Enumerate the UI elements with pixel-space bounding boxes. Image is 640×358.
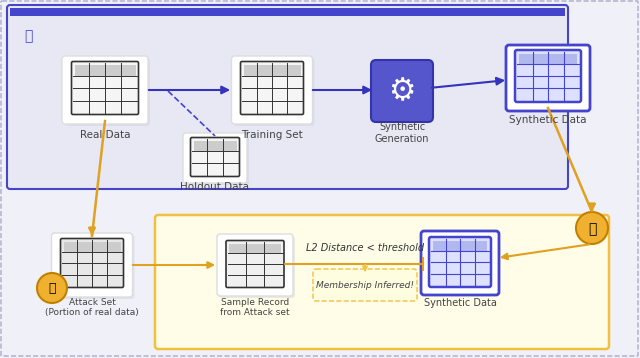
FancyBboxPatch shape bbox=[61, 238, 124, 287]
Text: Synthetic
Generation: Synthetic Generation bbox=[375, 122, 429, 144]
FancyBboxPatch shape bbox=[217, 234, 293, 296]
Text: 👤: 👤 bbox=[588, 222, 596, 236]
Circle shape bbox=[37, 273, 67, 303]
FancyBboxPatch shape bbox=[232, 56, 312, 124]
FancyBboxPatch shape bbox=[219, 236, 295, 298]
Text: Training Set: Training Set bbox=[241, 130, 303, 140]
FancyBboxPatch shape bbox=[155, 215, 609, 349]
Text: L2 Distance < threshold: L2 Distance < threshold bbox=[306, 243, 424, 253]
Circle shape bbox=[576, 212, 608, 244]
FancyBboxPatch shape bbox=[72, 62, 138, 115]
Bar bbox=[519, 54, 577, 64]
FancyBboxPatch shape bbox=[191, 137, 239, 176]
Text: ⚙: ⚙ bbox=[388, 77, 416, 106]
FancyBboxPatch shape bbox=[234, 58, 314, 126]
Text: Membership Inferred!: Membership Inferred! bbox=[316, 281, 414, 290]
FancyBboxPatch shape bbox=[51, 233, 132, 297]
FancyBboxPatch shape bbox=[185, 135, 249, 185]
FancyBboxPatch shape bbox=[506, 45, 590, 111]
Bar bbox=[433, 241, 487, 251]
FancyBboxPatch shape bbox=[371, 60, 433, 122]
Text: Real Data: Real Data bbox=[80, 130, 131, 140]
FancyBboxPatch shape bbox=[10, 8, 565, 16]
FancyBboxPatch shape bbox=[54, 235, 134, 299]
Bar bbox=[193, 140, 237, 151]
FancyBboxPatch shape bbox=[421, 231, 499, 295]
FancyBboxPatch shape bbox=[313, 269, 417, 301]
Text: Holdout Data: Holdout Data bbox=[180, 182, 250, 192]
Bar bbox=[243, 64, 301, 76]
Text: 🔒: 🔒 bbox=[24, 29, 32, 43]
FancyBboxPatch shape bbox=[241, 62, 303, 115]
Text: Attack Set
(Portion of real data): Attack Set (Portion of real data) bbox=[45, 298, 139, 318]
Text: 👤: 👤 bbox=[48, 282, 56, 295]
FancyBboxPatch shape bbox=[429, 237, 491, 287]
FancyBboxPatch shape bbox=[62, 56, 148, 124]
Bar bbox=[63, 242, 120, 252]
Bar bbox=[74, 64, 136, 76]
Text: Synthetic Data: Synthetic Data bbox=[509, 115, 587, 125]
FancyBboxPatch shape bbox=[64, 58, 150, 126]
FancyBboxPatch shape bbox=[226, 241, 284, 287]
FancyBboxPatch shape bbox=[183, 133, 247, 183]
FancyBboxPatch shape bbox=[515, 50, 581, 102]
Text: Synthetic Data: Synthetic Data bbox=[424, 298, 497, 308]
Text: Sample Record
from Attack set: Sample Record from Attack set bbox=[220, 298, 290, 318]
FancyBboxPatch shape bbox=[7, 5, 568, 189]
Bar bbox=[229, 243, 281, 253]
